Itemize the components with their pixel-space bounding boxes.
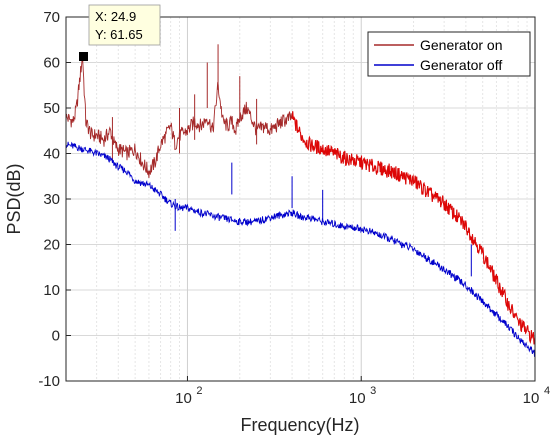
grid-lines — [65, 16, 536, 382]
datatip-x-label: X: 24.9 — [95, 9, 136, 24]
x-tick-label: 10 — [523, 390, 540, 407]
y-tick-label: 0 — [52, 328, 60, 345]
y-tick-label: 30 — [43, 191, 60, 208]
y-tick-label: 50 — [43, 100, 60, 117]
y-tick-label: 10 — [43, 282, 60, 299]
legend-label-generator-on: Generator on — [420, 37, 503, 53]
x-axis-title: Frequency(Hz) — [240, 415, 359, 435]
x-tick-labels: 10 2 10 3 10 4 — [175, 376, 550, 407]
series-line-generator-on — [65, 57, 536, 345]
y-axis-title: PSD(dB) — [4, 163, 24, 234]
legend-label-generator-off: Generator off — [420, 57, 502, 73]
series-line-generator-on-hf — [291, 111, 536, 345]
y-tick-label: 70 — [43, 9, 60, 26]
y-tick-label: 20 — [43, 237, 60, 254]
y-tick-label: -10 — [38, 373, 60, 390]
series-line-generator-off — [65, 141, 536, 357]
series-layer — [65, 44, 536, 357]
x-tick-label: 10 — [175, 390, 192, 407]
x-tick-exponent: 2 — [196, 385, 202, 397]
x-tick-exponent: 3 — [370, 385, 376, 397]
datatip-box — [88, 4, 161, 46]
datatip-y-label: Y: 61.65 — [95, 27, 143, 42]
y-tick-label: 40 — [43, 146, 60, 163]
legend: Generator on Generator off — [367, 31, 531, 77]
y-tick-label: 60 — [43, 55, 60, 72]
y-tick-labels: -10 0 10 20 30 40 50 60 70 — [38, 9, 71, 390]
datatip-marker — [79, 52, 88, 61]
x-tick-exponent: 4 — [544, 385, 550, 397]
legend-box — [367, 31, 531, 77]
datatip: X: 24.9 Y: 61.65 — [79, 4, 161, 61]
x-tick-label: 10 — [349, 390, 366, 407]
